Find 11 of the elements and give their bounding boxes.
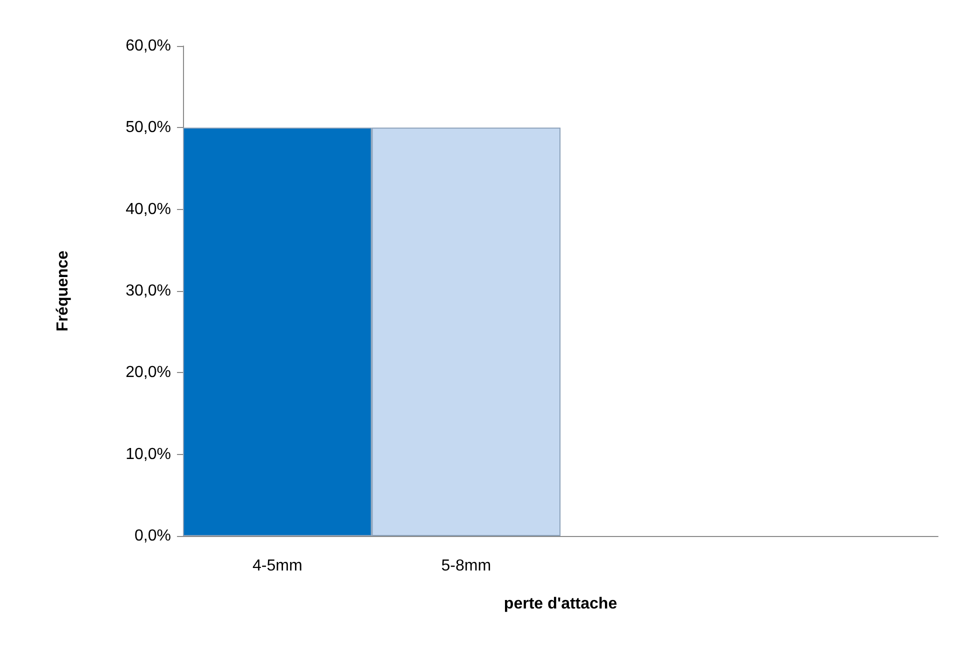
y-tick-label: 40,0% bbox=[126, 200, 171, 218]
y-axis-title: Fréquence bbox=[54, 250, 72, 332]
y-tick-label: 20,0% bbox=[126, 364, 171, 382]
y-tick-label: 50,0% bbox=[126, 119, 171, 136]
y-tick-label: 0,0% bbox=[134, 528, 171, 544]
y-tick-label: 60,0% bbox=[126, 38, 171, 54]
x-tick-label: 4-5mm bbox=[252, 558, 302, 574]
x-tick-label: 5-8mm bbox=[441, 558, 492, 574]
y-tick-label: 10,0% bbox=[126, 446, 171, 463]
y-tick-label: 30,0% bbox=[126, 282, 171, 300]
x-axis-title: perte d'attache bbox=[504, 596, 618, 612]
